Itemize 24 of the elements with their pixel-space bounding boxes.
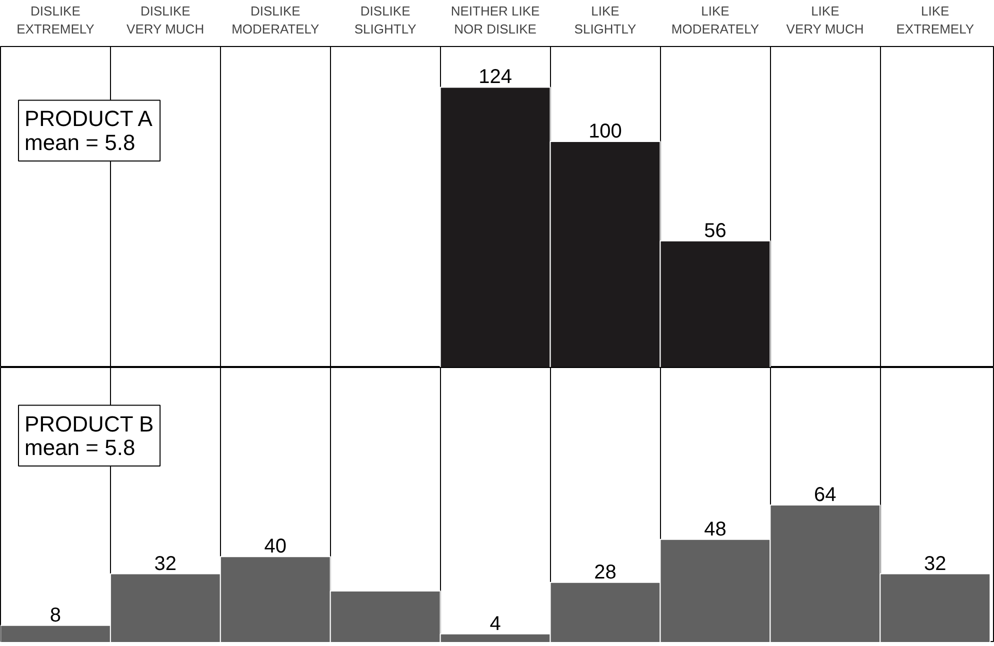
text: PRODUCT A	[24, 106, 153, 132]
data-label: 40	[264, 536, 287, 558]
x-tick-label: LIKE MODERATELY	[671, 4, 760, 36]
data-label: 100	[588, 120, 622, 142]
data-label: 4	[490, 612, 501, 635]
x-tick-label: NEITHER LIKE NOR DISLIKE	[450, 4, 540, 36]
data-label: 8	[50, 604, 62, 626]
x-tick-label: LIKE SLIGHTLY	[574, 4, 637, 36]
data-label: 56	[704, 220, 726, 242]
x-tick-label: DISLIKE EXTREMELY	[16, 4, 95, 36]
data-label: 124	[478, 66, 512, 88]
x-tick-label: LIKE VERY MUCH	[786, 4, 864, 36]
x-tick-label: DISLIKE VERY MUCH	[126, 4, 204, 36]
data-label: 48	[704, 518, 726, 540]
data-label: 64	[814, 484, 836, 506]
x-tick-label: LIKE EXTREMELY	[896, 4, 974, 36]
data-label: 32	[924, 552, 946, 575]
text: mean = 5.8	[24, 435, 136, 460]
data-label: 28	[594, 561, 616, 584]
x-tick-label: DISLIKE MODERATELY	[232, 4, 320, 36]
annotation: mean = 5.8	[24, 130, 136, 155]
data-label: 32	[154, 552, 177, 575]
x-tick-label: DISLIKE SLIGHTLY	[354, 4, 417, 36]
chart-title: PRODUCT B	[24, 411, 154, 436]
